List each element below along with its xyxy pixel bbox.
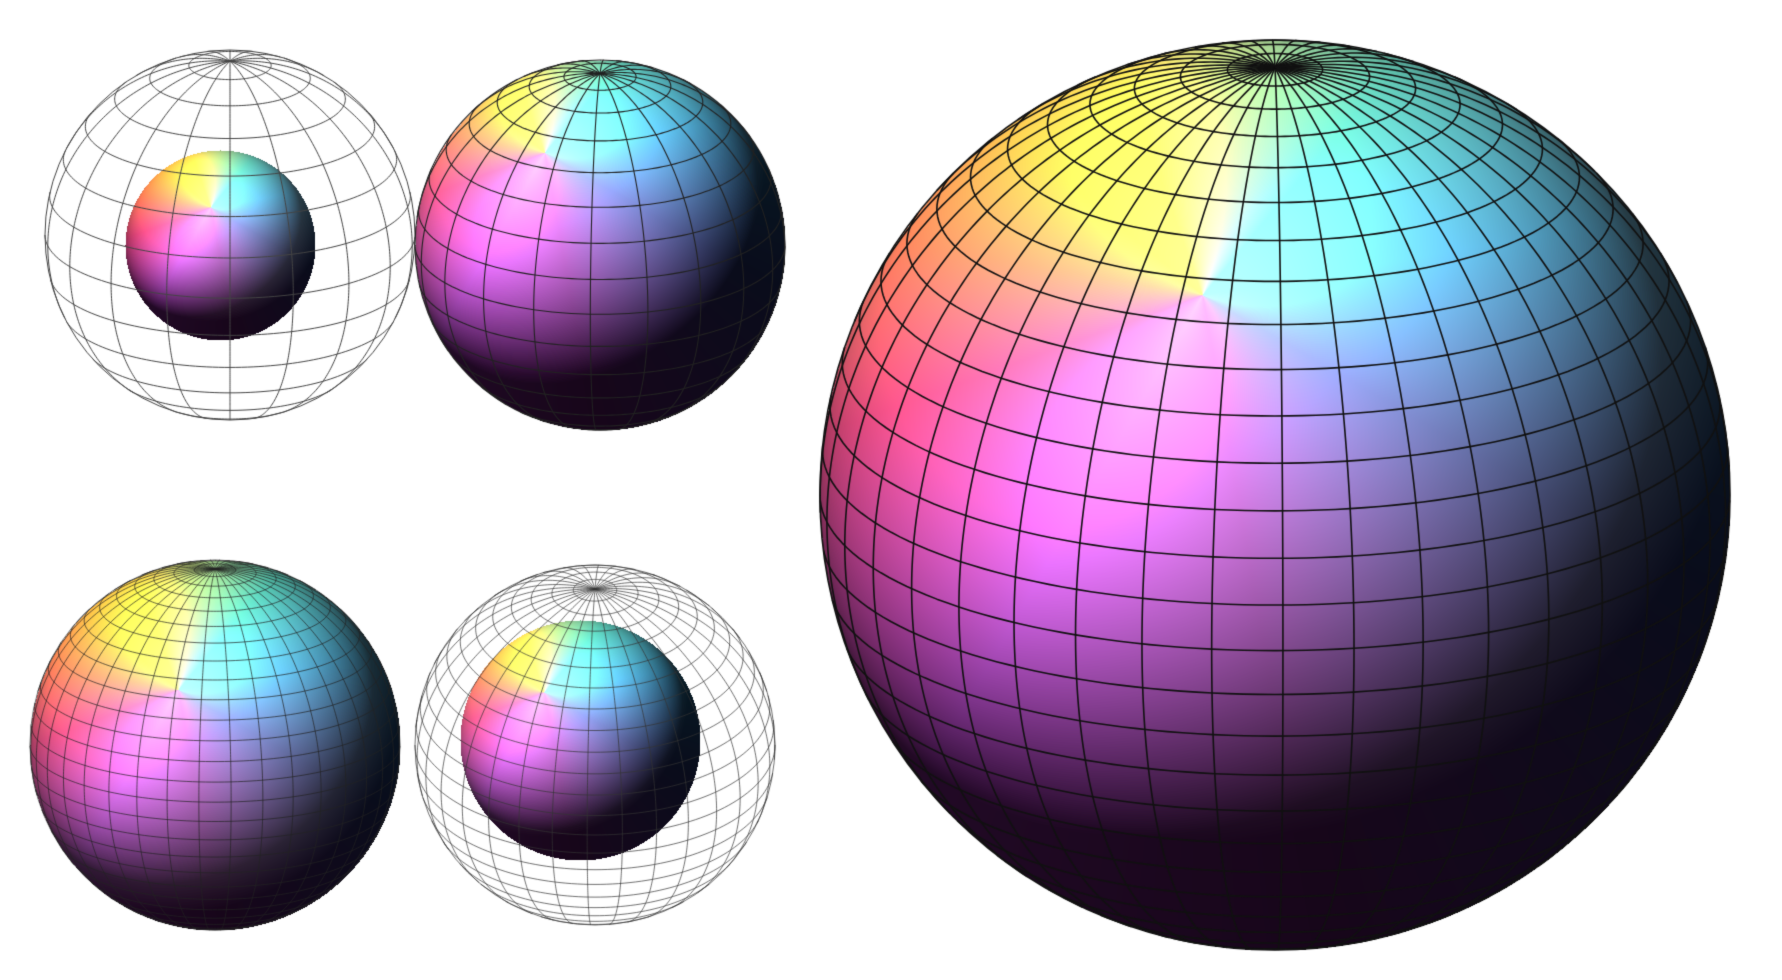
sphere-diagram-stage xyxy=(0,0,1782,980)
sphere-canvas xyxy=(0,0,1782,980)
